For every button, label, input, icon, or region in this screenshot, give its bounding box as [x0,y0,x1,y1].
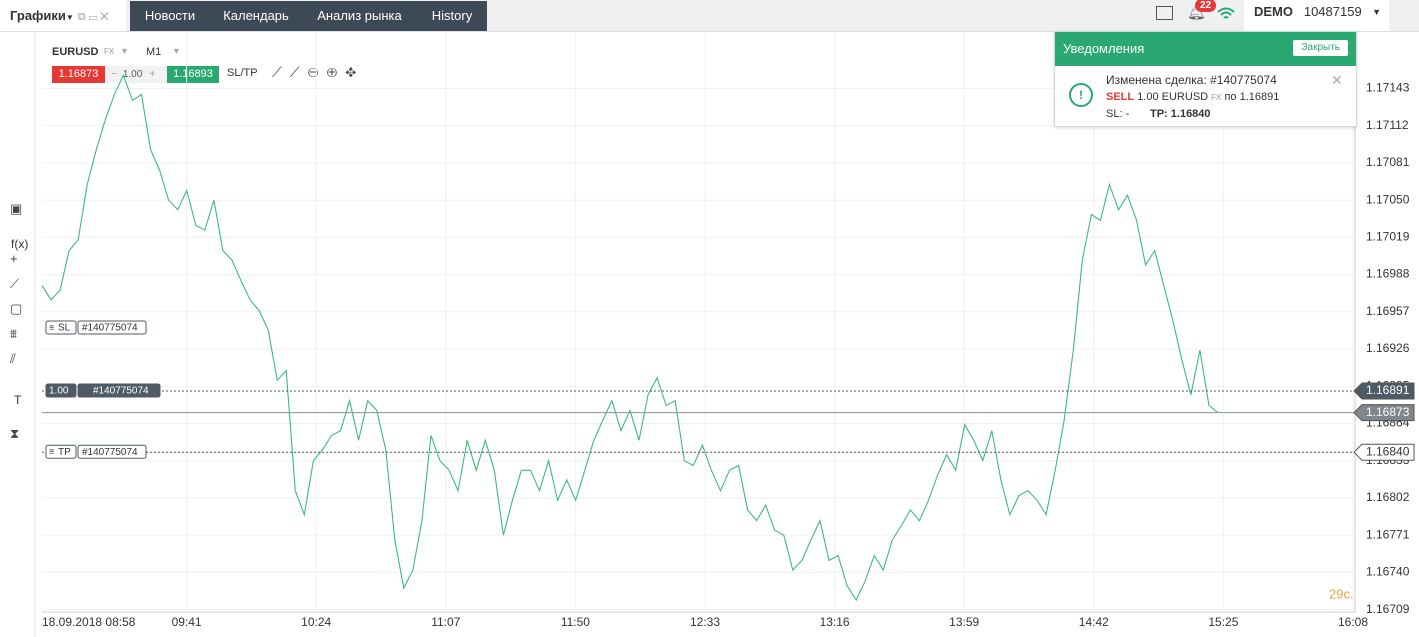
x-tick-label: 18.09.2018 08:58 [42,615,136,629]
tag-label: SL [58,323,71,334]
tab[interactable]: Анализ рынка [302,1,417,31]
tag-label: TP [58,447,71,458]
tag-box [45,444,77,459]
y-tick-label: 1.16802 [1366,490,1410,504]
volume-value: 1.00 [122,69,143,80]
tag-icon: ≡ [49,322,54,332]
layout-icon[interactable] [1156,6,1173,20]
price-tag [1353,443,1415,461]
id-label: #140775074 [93,386,149,397]
tag-box [45,320,77,335]
y-tick-label: 1.17112 [1366,118,1409,132]
y-tick-label: 1.16740 [1366,565,1410,579]
x-tick-label: 09:41 [172,615,202,629]
tab[interactable]: Календарь [210,1,302,31]
volume[interactable]: −1.00 + [105,66,167,83]
tab-label: Графики [10,8,66,23]
id-label: #140775074 [82,323,138,334]
ask-button[interactable]: 1.16893 [167,66,219,83]
x-tick-label: 10:24 [301,615,331,629]
id-label: #140775074 [82,447,138,458]
x-tick-label: 16:08 [1338,615,1368,629]
tab-icons: ⧉ ▭ ✕ [77,11,109,23]
tab[interactable]: History [417,1,487,31]
chart-tools[interactable]: ⟋⟋⊖⊕✥ [272,64,365,80]
top-bar: Графики▼ ⧉ ▭ ✕ Новости Календарь Анализ р… [0,0,1419,32]
symbol[interactable]: EURUSD [52,46,99,58]
price-line [41,73,1219,602]
y-tick-label: 1.16771 [1366,527,1410,541]
x-tick-label: 14:42 [1079,615,1109,629]
wifi-icon [1217,7,1235,19]
notification-message: Изменена сделка: #140775074 [1106,73,1277,87]
tag-box [45,383,77,398]
timer: 29с. [1329,586,1354,601]
y-tick-label: 1.17143 [1366,81,1410,95]
y-tick-label: 1.16709 [1366,602,1410,616]
arrow: ▼ [172,46,181,56]
detail: 1.00 EURUSD [1137,91,1209,103]
close-button[interactable]: Закрыть [1293,40,1348,56]
y-tick-label: 1.17019 [1366,230,1410,244]
price-label: 1.16840 [1366,444,1410,458]
notification-title: Уведомления [1063,41,1145,56]
price-tag [1353,382,1415,400]
y-tick-label: 1.16895 [1366,378,1410,392]
tool-fx[interactable]: f(x) [11,237,29,251]
x-tick-label: 11:50 [561,615,590,629]
y-tick-label: 1.16864 [1366,416,1410,430]
x-tick-label: 13:16 [820,615,850,629]
id-box [77,320,147,335]
sltp-button[interactable]: SL/TP [227,67,258,79]
left-toolbar: ▣ + ⟋ ▢ ⩩ ⫽ ⧗ [10,201,23,441]
account-id: 10487159 [1303,4,1362,19]
y-tick-label: 1.16926 [1366,341,1410,355]
price-tag [1353,404,1415,422]
x-tick-label: 13:59 [949,615,979,629]
x-tick-label: 12:33 [690,615,720,629]
tab[interactable]: Графики▼ ⧉ ▭ ✕ [0,0,126,31]
price-text: по 1.16891 [1224,91,1280,103]
sl: SL: - [1106,108,1130,120]
y-tick-label: 1.17050 [1366,192,1410,206]
x-tick-label: 15:25 [1208,615,1238,629]
notification-header: Уведомления Закрыть [1055,32,1356,66]
y-tick-label: 1.16988 [1366,267,1410,281]
tab[interactable]: Новости [130,1,210,31]
arrow: ▼ [65,13,74,22]
notification-detail: SELL 1.00 EURUSD FX по 1.16891 [1106,91,1279,103]
side: SELL [1106,91,1135,103]
notification-panel: Уведомления Закрыть ! Изменена сделка: #… [1054,31,1357,127]
id-box [77,444,147,459]
x-tick-label: 11:07 [431,615,460,629]
timeframe[interactable]: M1 [146,46,162,58]
price-label: 1.16891 [1366,383,1410,397]
arrow: ▼ [120,46,129,56]
tag-icon: ≡ [49,447,54,457]
price-label: 1.16873 [1366,405,1410,419]
notif-icon: ! [1069,83,1093,107]
y-tick-label: 1.16833 [1366,453,1410,467]
tool-text[interactable]: T [14,393,22,407]
account-type: DEMO [1254,4,1293,19]
tp: TP: 1.16840 [1150,108,1211,120]
bid-button[interactable]: 1.16873 [52,66,105,83]
y-tick-label: 1.17081 [1366,155,1410,169]
id-box [77,383,161,398]
y-tick-label: 1.16957 [1366,304,1410,318]
market: FX [1211,93,1222,102]
market: FX [104,47,115,56]
tag-label: 1.00 [49,386,69,397]
account[interactable]: DEMO 10487159 ▼ [1244,0,1389,31]
badge: 22 [1195,0,1217,12]
dismiss[interactable]: ✕ [1331,72,1343,88]
